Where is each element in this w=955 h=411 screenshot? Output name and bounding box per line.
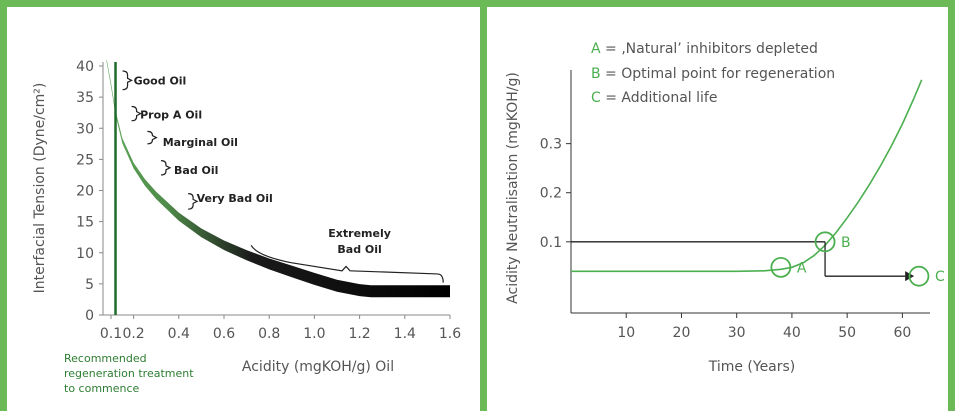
band-brace: [160, 160, 172, 176]
band-brace: [147, 130, 158, 145]
y-tick-label-right: 0.1: [540, 235, 562, 251]
x-axis-title: Acidity (mgKOH/g) Oil: [242, 359, 394, 375]
y-tick-label: 40: [76, 59, 94, 75]
band-brace: [122, 70, 133, 91]
y-tick-label: 30: [76, 121, 94, 137]
band-brace: [188, 193, 199, 210]
x-tick-label: 0.4: [168, 326, 190, 342]
x-tick-label: 0.1: [100, 326, 122, 342]
band-label: Bad Oil: [174, 164, 218, 177]
legend-key-c: C: [591, 90, 601, 106]
point-label-a: A: [797, 260, 807, 276]
x-tick-label: 0.2: [122, 326, 144, 342]
point-marker-c: [908, 265, 930, 287]
point-marker-b: [814, 231, 836, 253]
annotation-line-3: to commence: [64, 382, 140, 395]
y-tick-label: 5: [85, 277, 94, 293]
y-tick-label: 25: [76, 152, 94, 168]
y-axis-title-right: Acidity Neutralisation (mgKOH/g): [505, 72, 521, 304]
legend-key-b: B: [591, 66, 601, 82]
legend-item-a: A = ‚Natural’ inhibitors depleted: [591, 41, 818, 57]
legend-item-b: B = Optimal point for regeneration: [591, 66, 835, 82]
y-tick-label: 0: [85, 308, 94, 324]
band-label: Marginal Oil: [163, 136, 238, 149]
x-tick-label: 1.4: [394, 326, 416, 342]
band-label: Very Bad Oil: [197, 192, 273, 205]
x-tick-label: 0.6: [213, 326, 235, 342]
point-label-b: B: [841, 235, 851, 251]
legend-text-a: = ‚Natural’ inhibitors depleted: [601, 41, 818, 57]
series-line-right: [571, 79, 923, 273]
legend-text-c: = Additional life: [601, 90, 718, 106]
annotation-line-2: regeneration treatment: [64, 367, 194, 380]
legend-key-a: A: [591, 41, 601, 57]
x-tick-label-right: 40: [783, 325, 801, 341]
band-label: Bad Oil: [337, 243, 381, 256]
x-tick-label: 1.6: [439, 326, 461, 342]
y-tick-label: 10: [76, 246, 94, 262]
left-panel: [7, 7, 480, 411]
y-tick-label: 15: [76, 215, 94, 231]
x-tick-label-right: 20: [673, 325, 691, 341]
point-marker-a: [770, 256, 792, 278]
y-tick-label-right: 0.3: [540, 137, 562, 153]
x-axis-title-right: Time (Years): [708, 359, 796, 375]
band-label: Good Oil: [134, 74, 187, 87]
x-tick-label: 1.0: [303, 326, 325, 342]
band-label: Prop A Oil: [140, 109, 202, 122]
x-tick-label: 1.2: [348, 326, 370, 342]
x-tick-label-right: 10: [617, 325, 635, 341]
x-tick-label-right: 60: [893, 325, 911, 341]
legend-item-c: C = Additional life: [591, 90, 717, 106]
point-label-c: C: [935, 269, 945, 285]
y-tick-label: 20: [76, 184, 94, 200]
band-brace-extremely-bad: [250, 244, 444, 283]
band-label: Extremely: [328, 227, 391, 240]
legend-text-b: = Optimal point for regeneration: [601, 66, 836, 82]
right-panel: [487, 7, 948, 411]
x-tick-label-right: 30: [728, 325, 746, 341]
annotation-line-1: Recommended: [64, 352, 147, 365]
x-tick-label-right: 50: [838, 325, 856, 341]
y-axis-title: Interfacial Tension (Dyne/cm²): [32, 83, 48, 294]
band-brace: [131, 105, 142, 122]
y-tick-label: 35: [76, 90, 94, 106]
x-tick-label: 0.8: [258, 326, 280, 342]
y-tick-label-right: 0.2: [540, 186, 562, 202]
